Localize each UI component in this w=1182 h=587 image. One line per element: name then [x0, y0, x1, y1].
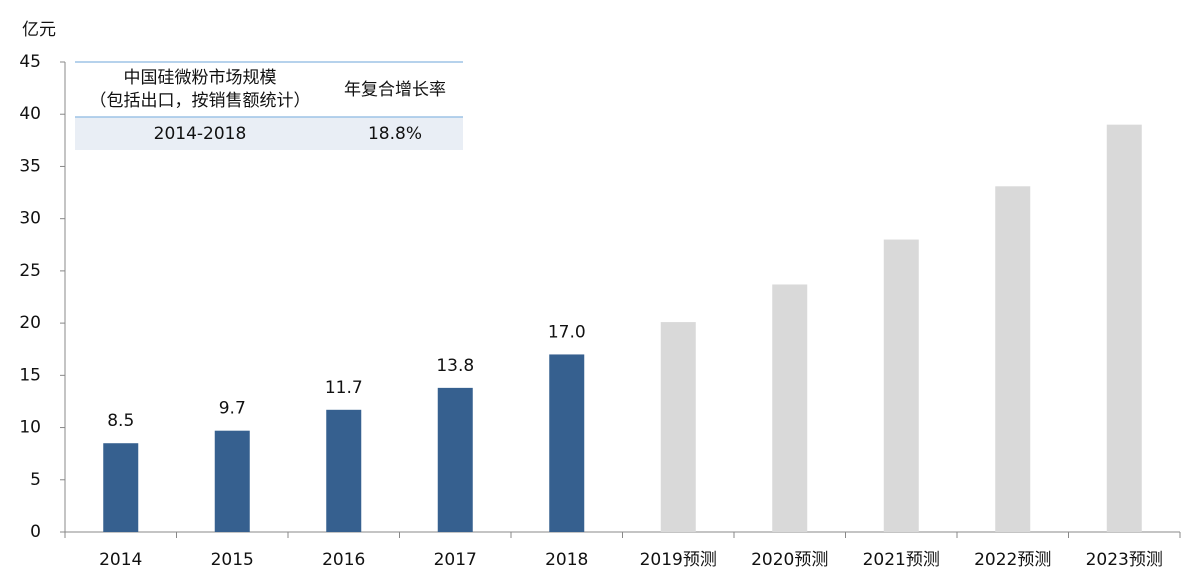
- bar: [772, 284, 808, 532]
- table-cell: 2014-2018: [154, 124, 247, 144]
- value-label: 9.7: [219, 399, 246, 419]
- value-label: 13.8: [436, 356, 474, 376]
- x-tick-label: 2015: [211, 550, 254, 570]
- y-tick-label: 20: [19, 313, 41, 333]
- y-tick-label: 15: [19, 365, 41, 385]
- y-tick-label: 25: [19, 261, 41, 281]
- x-tick-label: 2022预测: [974, 550, 1051, 570]
- bar: [549, 354, 585, 532]
- y-tick-label: 45: [19, 52, 41, 72]
- x-tick-label: 2018: [545, 550, 588, 570]
- y-tick-label: 10: [19, 418, 41, 438]
- x-tick-label: 2020预测: [751, 550, 828, 570]
- y-tick-label: 5: [30, 470, 41, 490]
- bar: [1106, 124, 1142, 533]
- x-tick-label: 2016: [322, 550, 365, 570]
- table-header: 年复合增长率: [344, 80, 446, 100]
- table-row-bg: [75, 117, 463, 150]
- y-tick-label: 0: [30, 522, 41, 542]
- bar: [437, 387, 473, 532]
- bar: [660, 322, 696, 532]
- x-tick-label: 2019预测: [640, 550, 717, 570]
- x-tick-label: 2021预测: [863, 550, 940, 570]
- x-tick-label: 2017: [434, 550, 477, 570]
- bar: [326, 409, 362, 532]
- x-tick-label: 2023预测: [1086, 550, 1163, 570]
- y-tick-label: 35: [19, 156, 41, 176]
- bar: [995, 186, 1031, 533]
- value-label: 11.7: [325, 378, 363, 398]
- x-tick-label: 2014: [99, 550, 142, 570]
- value-label: 8.5: [107, 411, 134, 431]
- y-axis-label: 亿元: [22, 20, 56, 40]
- y-tick-label: 40: [19, 104, 41, 124]
- value-label: 17.0: [548, 322, 586, 342]
- bar: [214, 430, 250, 532]
- y-tick-label: 30: [19, 209, 41, 229]
- table-cell: 18.8%: [368, 124, 422, 144]
- bar: [103, 443, 139, 532]
- bar: [883, 239, 919, 533]
- table-header: （包括出口，按销售额统计）: [90, 91, 311, 111]
- table-header: 中国硅微粉市场规模: [124, 68, 277, 88]
